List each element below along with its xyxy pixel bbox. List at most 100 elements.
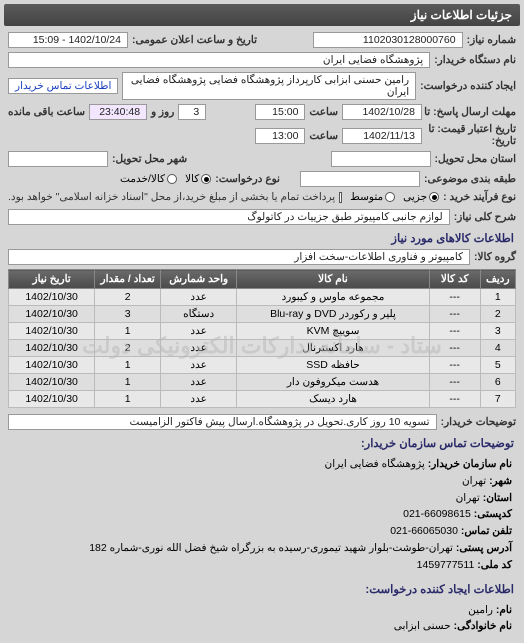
buyer-note-label: توضیحات خریدار:: [441, 416, 516, 428]
table-cell: ---: [429, 374, 480, 391]
row-location: استان محل تحویل: شهر محل تحویل:: [4, 149, 520, 169]
page-root: جزئیات اطلاعات نیاز شماره نیاز: 11020301…: [0, 0, 524, 643]
row-requester: ایجاد کننده درخواست: رامین حسنی ابزابی ک…: [4, 70, 520, 102]
announce-label: تاریخ و ساعت اعلان عمومی:: [132, 34, 257, 46]
org-post-k: کدپستی:: [474, 508, 512, 520]
table-cell: 5: [480, 357, 515, 374]
table-cell: مجموعه ماوس و کیبورد: [237, 289, 430, 306]
valid-time-label: ساعت: [309, 130, 338, 142]
table-header-cell: واحد شمارش: [161, 270, 237, 289]
table-row: 4---هارد اکسترنالعدد21402/10/30: [9, 340, 516, 357]
table-cell: عدد: [161, 374, 237, 391]
row-validity: تاریخ اعتبار قیمت: تا تاریخ: 1402/11/13 …: [4, 122, 520, 149]
process-low-radio[interactable]: جزیی: [403, 191, 439, 203]
table-cell: 1: [95, 374, 161, 391]
deadline-label: مهلت ارسال پاسخ: تا: [426, 106, 516, 118]
table-row: 1---مجموعه ماوس و کیبوردعدد21402/10/30: [9, 289, 516, 306]
table-row: 5---حافظه SSDعدد11402/10/30: [9, 357, 516, 374]
process-mid-label: متوسط: [350, 191, 383, 203]
table-cell: ---: [429, 340, 480, 357]
table-row: 6---هدست میکروفون دارعدد11402/10/30: [9, 374, 516, 391]
org-block: نام سازمان خریدار: پژوهشگاه فضایی ایران …: [4, 452, 520, 578]
table-header-cell: نام کالا: [237, 270, 430, 289]
creator-section-title: اطلاعات ایجاد کننده درخواست:: [4, 578, 520, 598]
province-value: [331, 151, 431, 167]
fname-v: رامین: [468, 604, 493, 616]
lname-k: نام خانوادگی:: [454, 620, 512, 632]
table-cell: ---: [429, 306, 480, 323]
table-cell: 1402/10/30: [9, 391, 95, 408]
table-cell: عدد: [161, 289, 237, 306]
table-row: 3---سوییچ KVMعدد11402/10/30: [9, 323, 516, 340]
treasury-checkbox[interactable]: [339, 192, 342, 203]
org-line: آدرس پستی: تهران-طوشت-بلوار شهید تیموری-…: [12, 540, 512, 557]
category-value: [300, 171, 420, 187]
table-header-cell: ردیف: [480, 270, 515, 289]
process-note: پرداخت تمام یا بخشی از مبلغ خرید،از محل …: [8, 191, 335, 203]
table-cell: 1: [480, 289, 515, 306]
org-name-v: پژوهشگاه فضایی ایران: [325, 458, 425, 470]
org-prov-v: تهران: [456, 492, 480, 504]
row-need-desc: شرح کلی نیاز: لوازم جانبی کامپیوتر طبق ج…: [4, 207, 520, 227]
valid-label: تاریخ اعتبار قیمت: تا تاریخ:: [426, 124, 516, 147]
table-cell: 1: [95, 357, 161, 374]
row-request-no: شماره نیاز: 1102030128000760 تاریخ و ساع…: [4, 30, 520, 50]
table-cell: ---: [429, 391, 480, 408]
table-cell: سوییچ KVM: [237, 323, 430, 340]
table-cell: 1402/10/30: [9, 374, 95, 391]
page-title-bar: جزئیات اطلاعات نیاز: [4, 4, 520, 26]
goods-table-wrap: ردیفکد کالانام کالاواحد شمارشتعداد / مقد…: [8, 269, 516, 408]
org-city-v: تهران: [462, 475, 486, 487]
deadline-time: 15:00: [255, 104, 305, 120]
process-radio-group: جزیی متوسط: [350, 191, 439, 203]
table-cell: 1402/10/30: [9, 357, 95, 374]
announce-value: 1402/10/24 - 15:09: [8, 32, 128, 48]
table-cell: 7: [480, 391, 515, 408]
org-line: نام سازمان خریدار: پژوهشگاه فضایی ایران: [12, 456, 512, 473]
goods-group-value: کامپیوتر و فناوری اطلاعات-سخت افزار: [8, 249, 470, 265]
table-cell: 1: [95, 323, 161, 340]
table-cell: عدد: [161, 340, 237, 357]
table-cell: ---: [429, 289, 480, 306]
row-buyer-note: توضیحات خریدار: تسویه 10 روز کاری.تحویل …: [4, 412, 520, 432]
process-label: نوع فرآیند خرید :: [443, 191, 516, 203]
valid-time: 13:00: [255, 128, 305, 144]
type-goods-radio[interactable]: کالا: [185, 173, 211, 185]
radio-dot-icon: [167, 174, 177, 184]
buyer-note-value: تسویه 10 روز کاری.تحویل در پژوهشگاه.ارسا…: [8, 414, 437, 430]
deadline-time-label: ساعت: [309, 106, 338, 118]
org-nid-v: 1459777511: [417, 559, 475, 571]
lname-v: حسنی ابزابی: [394, 620, 451, 632]
type-radio-group: کالا کالا/خدمت: [120, 173, 211, 185]
goods-group-label: گروه کالا:: [474, 251, 516, 263]
table-cell: 3: [95, 306, 161, 323]
remaining-days-label: روز و: [151, 106, 174, 118]
type-service-radio[interactable]: کالا/خدمت: [120, 173, 177, 185]
process-low-label: جزیی: [403, 191, 427, 203]
type-service-label: کالا/خدمت: [120, 173, 165, 185]
table-header-cell: کد کالا: [429, 270, 480, 289]
contact-link[interactable]: اطلاعات تماس خریدار: [8, 78, 118, 94]
valid-date: 1402/11/13: [342, 128, 422, 144]
fname-k: نام:: [496, 604, 512, 616]
org-line: تلفن تماس: 66065030-021: [12, 523, 512, 540]
table-cell: 1402/10/30: [9, 306, 95, 323]
row-process: نوع فرآیند خرید : جزیی متوسط پرداخت تمام…: [4, 189, 520, 205]
city-value: [8, 151, 108, 167]
goods-section-title: اطلاعات کالاهای مورد نیاز: [4, 227, 520, 247]
table-row: 2---پلیر و رکوردر DVD و Blu-rayدستگاه314…: [9, 306, 516, 323]
radio-dot-icon: [385, 192, 395, 202]
table-cell: 1: [95, 391, 161, 408]
org-city-k: شهر:: [489, 475, 512, 487]
org-name-k: نام سازمان خریدار:: [428, 458, 512, 470]
org-addr-v: تهران-طوشت-بلوار شهید تیموری-رسیده به بز…: [89, 542, 453, 554]
table-cell: 2: [95, 289, 161, 306]
category-label: طبقه بندی موضوعی:: [424, 173, 516, 185]
org-nid-k: کد ملی:: [477, 559, 512, 571]
table-cell: هارد اکسترنال: [237, 340, 430, 357]
org-tel-v: 66065030-021: [390, 525, 458, 537]
table-cell: 6: [480, 374, 515, 391]
table-cell: ---: [429, 357, 480, 374]
org-section-title: توضیحات تماس سازمان خریدار:: [4, 432, 520, 452]
process-mid-radio[interactable]: متوسط: [350, 191, 395, 203]
